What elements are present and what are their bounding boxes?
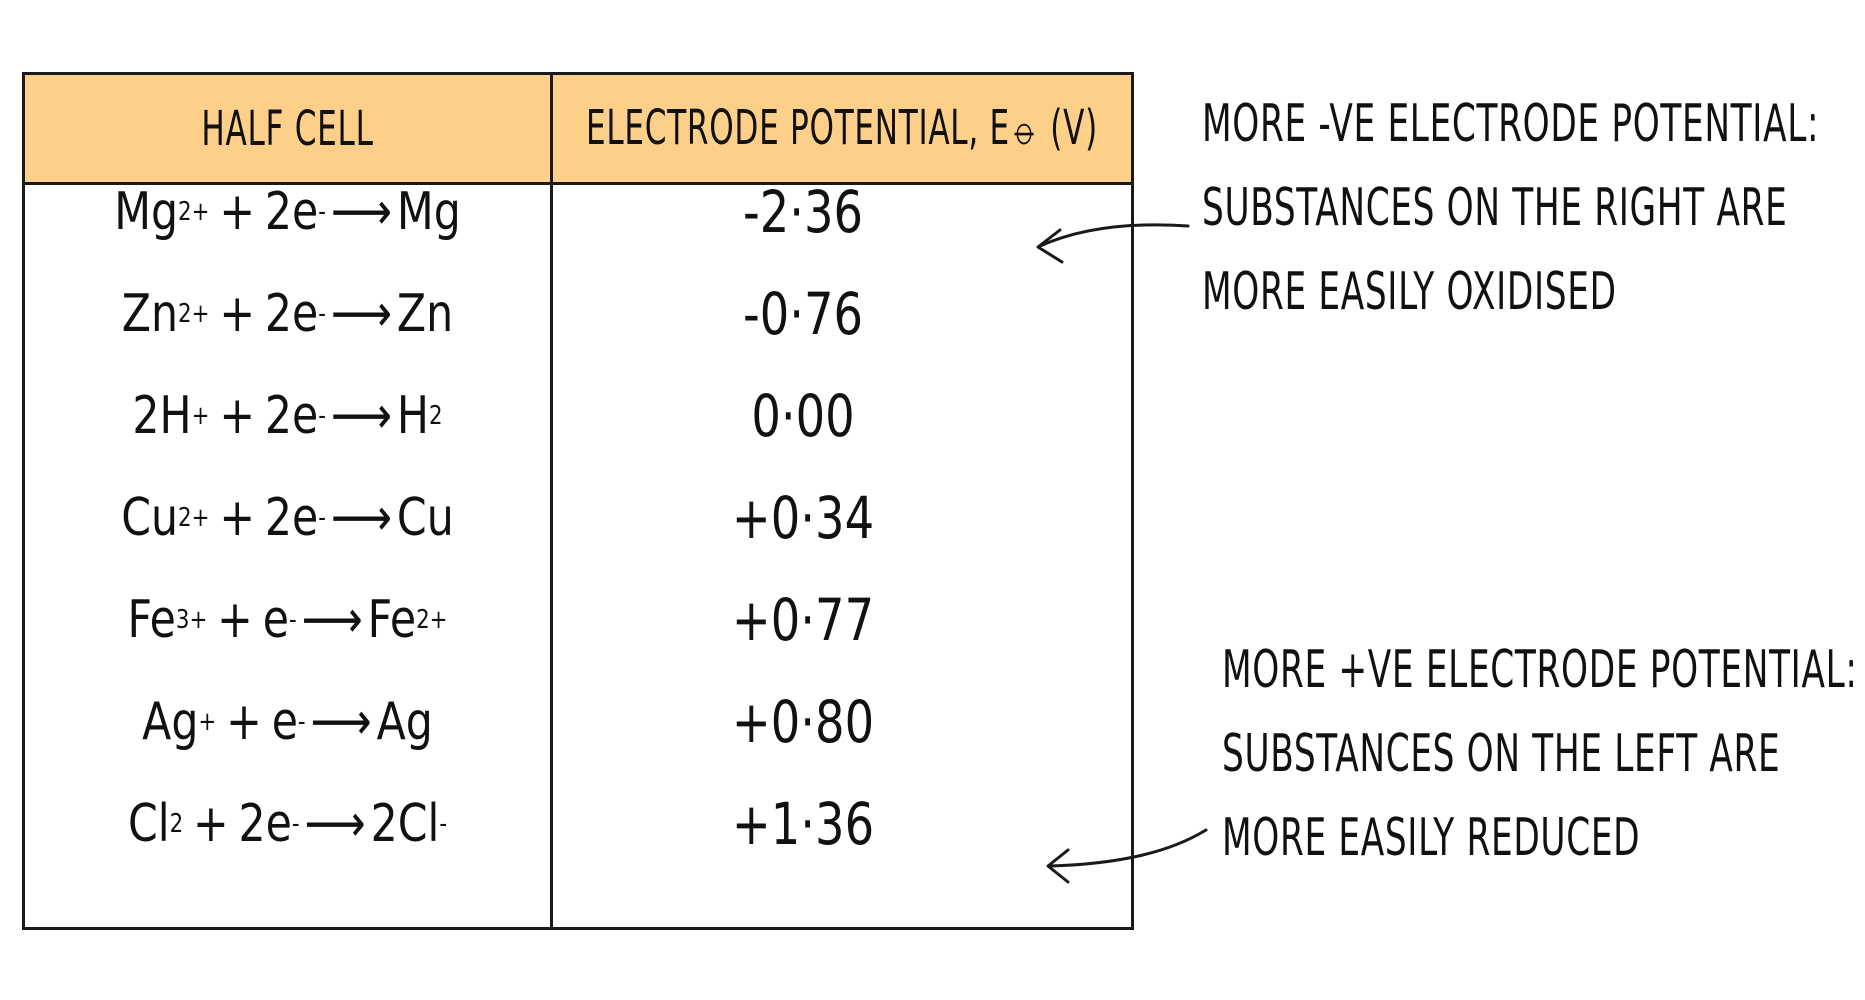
oxidised-species: Cu	[121, 488, 179, 548]
electrode-potential-value: +0·80	[731, 688, 875, 756]
electrons: 2e	[264, 284, 319, 344]
oxidised-charge: 2+	[178, 503, 210, 533]
reduced-species: Ag	[376, 692, 433, 752]
electron-charge: -	[318, 299, 326, 329]
plus-sign: +	[219, 488, 256, 548]
annotation-positive-line: MORE EASILY REDUCED	[1222, 808, 1641, 868]
annotation-positive-line: SUBSTANCES ON THE LEFT ARE	[1222, 724, 1781, 784]
reaction-arrow-icon: ⟶	[330, 488, 393, 548]
annotation-negative-line: SUBSTANCES ON THE RIGHT ARE	[1202, 178, 1788, 238]
plus-sign: +	[219, 386, 256, 446]
reduced-charge: 2+	[416, 605, 448, 635]
reduced-species: 2Cl	[370, 794, 440, 854]
table-header: HALF CELL ELECTRODE POTENTIAL, E⦵ (V)	[25, 75, 1131, 185]
half-cell-equation: Fe 3+ + e - ⟶ Fe 2+	[72, 569, 503, 671]
electron-charge: -	[318, 401, 326, 431]
reaction-arrow-icon: ⟶	[330, 386, 393, 446]
reduced-species: Zn	[396, 284, 454, 344]
oxidised-charge: 3+	[175, 605, 208, 635]
plus-sign: +	[192, 794, 229, 854]
plus-sign: +	[219, 284, 256, 344]
reduced-species: H	[396, 386, 430, 446]
annotation-negative: MORE -VE ELECTRODE POTENTIAL: SUBSTANCES…	[1202, 82, 1819, 334]
electrons: 2e	[264, 488, 319, 548]
electrode-potential-value: +0·77	[731, 586, 875, 654]
plus-sign: +	[219, 182, 256, 242]
annotation-positive-line: MORE +VE ELECTRODE POTENTIAL:	[1222, 640, 1858, 700]
electrons: e	[271, 692, 298, 752]
plus-sign: +	[226, 692, 262, 752]
table-row: Cl 2 +2e - ⟶ 2Cl - +1·36	[25, 773, 1131, 875]
reaction-arrow-icon: ⟶	[310, 692, 372, 752]
half-cell-equation: Cl 2 +2e - ⟶ 2Cl -	[72, 773, 503, 875]
electrode-potential-value: -2·36	[742, 178, 864, 246]
oxidised-species: Cl	[127, 794, 170, 854]
oxidised-species: Ag	[142, 692, 199, 752]
reaction-arrow-icon: ⟶	[330, 284, 393, 344]
electron-charge: -	[291, 809, 300, 839]
reaction-arrow-icon: ⟶	[301, 590, 363, 650]
table-row: 2H + +2e - ⟶ H 2 0·00	[25, 365, 1131, 467]
arrowhead-negative-icon	[1036, 228, 1064, 264]
electrons: 2e	[238, 794, 292, 854]
electrode-potential-value: +0·34	[731, 484, 875, 552]
electron-charge: -	[318, 503, 326, 533]
oxidised-charge: +	[198, 707, 217, 737]
electron-charge: -	[297, 707, 306, 737]
oxidised-subscript: 2	[169, 809, 184, 839]
half-cell-equation: Ag + + e - ⟶ Ag	[72, 671, 503, 773]
reduced-species: Fe	[367, 590, 417, 650]
oxidised-species: Mg	[114, 182, 179, 242]
electron-charge: -	[318, 197, 326, 227]
reaction-arrow-icon: ⟶	[304, 794, 366, 854]
header-half-cell: HALF CELL	[201, 100, 374, 157]
arrow-to-positive-icon	[1048, 828, 1208, 868]
electron-charge: -	[288, 605, 297, 635]
electrode-potential-value: +1·36	[731, 790, 875, 858]
table-row: Fe 3+ + e - ⟶ Fe 2+ +0·77	[25, 569, 1131, 671]
electrode-potential-value: -0·76	[742, 280, 864, 348]
electrons: 2e	[264, 182, 319, 242]
electrons: e	[262, 590, 289, 650]
oxidised-species: 2H	[132, 386, 192, 446]
reduced-species: Mg	[396, 182, 461, 242]
column-divider	[550, 75, 553, 927]
electrode-potential-value: 0·00	[751, 382, 855, 450]
oxidised-charge: +	[191, 401, 210, 431]
reduced-subscript: 2	[429, 401, 443, 431]
reduced-charge: -	[439, 809, 448, 839]
electrode-potential-table: HALF CELL ELECTRODE POTENTIAL, E⦵ (V) Mg…	[22, 72, 1134, 930]
reduced-species: Cu	[396, 488, 454, 548]
half-cell-equation: 2H + +2e - ⟶ H 2	[72, 365, 503, 467]
oxidised-charge: 2+	[178, 299, 210, 329]
plus-sign: +	[217, 590, 253, 650]
oxidised-charge: 2+	[178, 197, 210, 227]
reaction-arrow-icon: ⟶	[330, 182, 393, 242]
annotation-positive: MORE +VE ELECTRODE POTENTIAL: SUBSTANCES…	[1222, 628, 1858, 880]
table-row: Ag + + e - ⟶ Ag +0·80	[25, 671, 1131, 773]
oxidised-species: Fe	[127, 590, 176, 650]
half-cell-equation: Cu 2+ +2e - ⟶ Cu	[72, 467, 503, 569]
annotation-negative-line: MORE EASILY OXIDISED	[1202, 262, 1617, 322]
table-row: Cu 2+ +2e - ⟶ Cu +0·34	[25, 467, 1131, 569]
half-cell-equation: Zn 2+ +2e - ⟶ Zn	[72, 263, 503, 365]
table-row: Zn 2+ +2e - ⟶ Zn -0·76	[25, 263, 1131, 365]
half-cell-equation: Mg 2+ +2e - ⟶ Mg	[72, 161, 503, 263]
arrowhead-positive-icon	[1046, 848, 1070, 884]
annotation-negative-line: MORE -VE ELECTRODE POTENTIAL:	[1202, 94, 1820, 154]
header-electrode-potential: ELECTRODE POTENTIAL, E⦵ (V)	[586, 100, 1098, 156]
electrons: 2e	[264, 386, 319, 446]
arrow-to-negative-icon	[1038, 223, 1190, 248]
table-row: Mg 2+ +2e - ⟶ Mg -2·36	[25, 161, 1131, 263]
oxidised-species: Zn	[121, 284, 179, 344]
